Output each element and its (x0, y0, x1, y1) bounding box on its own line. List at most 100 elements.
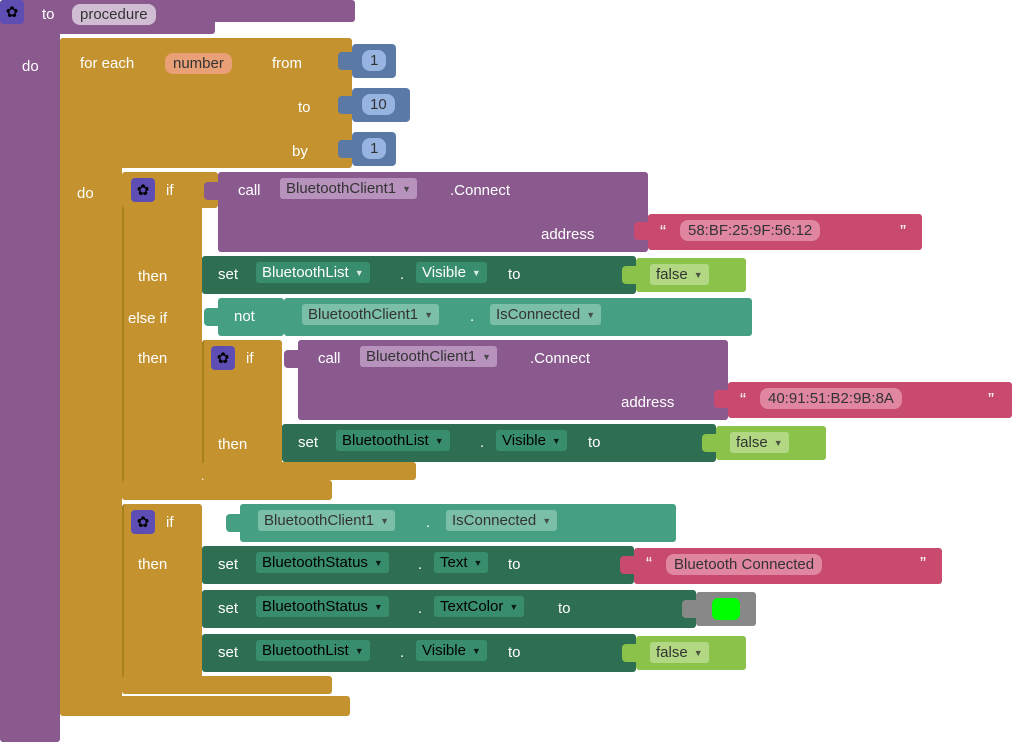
gear-icon[interactable]: ✿ (131, 510, 155, 534)
dd-label: IsConnected (496, 306, 580, 323)
keyword-for-each: for each (80, 55, 134, 72)
dd-label: BluetoothClient1 (366, 348, 476, 365)
procedure-block[interactable] (0, 0, 60, 742)
keyword-to2: to (298, 99, 311, 116)
for-each-foot (60, 696, 350, 716)
dropdown-textcolor[interactable]: TextColor ▼ (434, 596, 524, 617)
dd-label: Visible (422, 642, 466, 659)
dot-1: . (400, 266, 404, 283)
dropdown-btlist-1[interactable]: BluetoothList▼ (256, 262, 370, 283)
if-block-1[interactable] (122, 172, 202, 500)
chevron-down-icon: ▼ (542, 516, 551, 526)
if-block-1-foot (122, 480, 332, 500)
false-value-3[interactable]: false ▼ (650, 642, 709, 663)
quote-close-3: ” (920, 554, 926, 575)
dropdown-isconnected-1[interactable]: IsConnected ▼ (490, 304, 601, 325)
dropdown-bt-client-3[interactable]: BluetoothClient1▼ (360, 346, 497, 367)
color-swatch[interactable] (712, 598, 740, 620)
dd-label: BluetoothStatus (262, 554, 368, 571)
keyword-do2: do (77, 185, 94, 202)
quote-open-3: “ (646, 554, 652, 575)
dropdown-text[interactable]: Text▼ (434, 552, 488, 573)
dropdown-visible-2[interactable]: Visible▼ (496, 430, 567, 451)
dropdown-bt-client-1[interactable]: BluetoothClient1▼ (280, 178, 417, 199)
keyword-set-1: set (218, 266, 238, 283)
chevron-down-icon: ▼ (552, 436, 561, 446)
dropdown-btclient-2[interactable]: BluetoothClient1▼ (302, 304, 439, 325)
dropdown-visible-1[interactable]: Visible ▼ (416, 262, 487, 283)
number-from[interactable]: 1 (362, 50, 386, 71)
chevron-down-icon: ▼ (774, 438, 783, 448)
procedure-name[interactable]: procedure (72, 4, 156, 25)
loop-var[interactable]: number (165, 53, 232, 74)
chevron-down-icon: ▼ (374, 602, 383, 612)
to-label-2: to (588, 434, 601, 451)
dd-label: Text (440, 554, 468, 571)
arg-address-1: address (541, 226, 594, 243)
if-block-3-foot (122, 676, 332, 694)
if-block-2-foot (202, 462, 416, 480)
keyword-then-3: then (218, 436, 247, 453)
dd-label: false (656, 644, 688, 661)
chevron-down-icon: ▼ (380, 516, 389, 526)
chevron-down-icon: ▼ (472, 646, 481, 656)
dd-label: false (656, 266, 688, 283)
chevron-down-icon: ▼ (694, 648, 703, 658)
chevron-down-icon: ▼ (355, 268, 364, 278)
gear-icon[interactable]: ✿ (131, 178, 155, 202)
dot-2: . (470, 308, 474, 325)
chevron-down-icon: ▼ (586, 310, 595, 320)
dropdown-btclient-4[interactable]: BluetoothClient1▼ (258, 510, 395, 531)
keyword-if-2: if (246, 350, 254, 367)
to-label-4: to (558, 600, 571, 617)
dot-4: . (426, 514, 430, 531)
quote-open: “ (660, 222, 666, 243)
gear-icon[interactable]: ✿ (211, 346, 235, 370)
keyword-not: not (234, 308, 255, 325)
keyword-call: call (238, 182, 261, 199)
dropdown-isconnected-2[interactable]: IsConnected ▼ (446, 510, 557, 531)
quote-open-2: “ (740, 390, 746, 411)
chevron-down-icon: ▼ (472, 268, 481, 278)
gear-icon[interactable]: ✿ (0, 0, 24, 24)
dd-label: TextColor (440, 598, 503, 615)
dropdown-visible-3[interactable]: Visible ▼ (416, 640, 487, 661)
keyword-then-2: then (138, 350, 167, 367)
number-by[interactable]: 1 (362, 138, 386, 159)
keyword-set-2: set (298, 434, 318, 451)
number-to[interactable]: 10 (362, 94, 395, 115)
to-label-1: to (508, 266, 521, 283)
dd-label: IsConnected (452, 512, 536, 529)
dd-label: Visible (422, 264, 466, 281)
quote-close-2: ” (988, 390, 994, 411)
keyword-do: do (22, 58, 39, 75)
bt-connected-text[interactable]: Bluetooth Connected (666, 554, 822, 575)
dropdown-btlist-2[interactable]: BluetoothList▼ (336, 430, 450, 451)
keyword-if-3: if (166, 514, 174, 531)
chevron-down-icon: ▼ (355, 646, 364, 656)
dd-label: BluetoothStatus (262, 598, 368, 615)
keyword-from: from (272, 55, 302, 72)
false-value-1[interactable]: false ▼ (650, 264, 709, 285)
address-value-1[interactable]: 58:BF:25:9F:56:12 (680, 220, 820, 241)
dropdown-btstatus-1[interactable]: BluetoothStatus▼ (256, 552, 389, 573)
chevron-down-icon: ▼ (509, 602, 518, 612)
chevron-down-icon: ▼ (402, 184, 411, 194)
chevron-down-icon: ▼ (694, 270, 703, 280)
dd-label: false (736, 434, 768, 451)
keyword-if: if (166, 182, 174, 199)
keyword-set-5: set (218, 644, 238, 661)
keyword-by: by (292, 143, 308, 160)
dot-5: . (418, 556, 422, 573)
dd-label: BluetoothClient1 (308, 306, 418, 323)
dropdown-btstatus-2[interactable]: BluetoothStatus ▼ (256, 596, 389, 617)
method-connect-2: .Connect (530, 350, 590, 367)
to-label-5: to (508, 644, 521, 661)
dropdown-btlist-3[interactable]: BluetoothList▼ (256, 640, 370, 661)
address-value-2[interactable]: 40:91:51:B2:9B:8A (760, 388, 902, 409)
keyword-to: to (42, 6, 55, 23)
dot-3: . (480, 434, 484, 451)
keyword-set-3: set (218, 556, 238, 573)
false-value-2[interactable]: false ▼ (730, 432, 789, 453)
keyword-then-1: then (138, 268, 167, 285)
